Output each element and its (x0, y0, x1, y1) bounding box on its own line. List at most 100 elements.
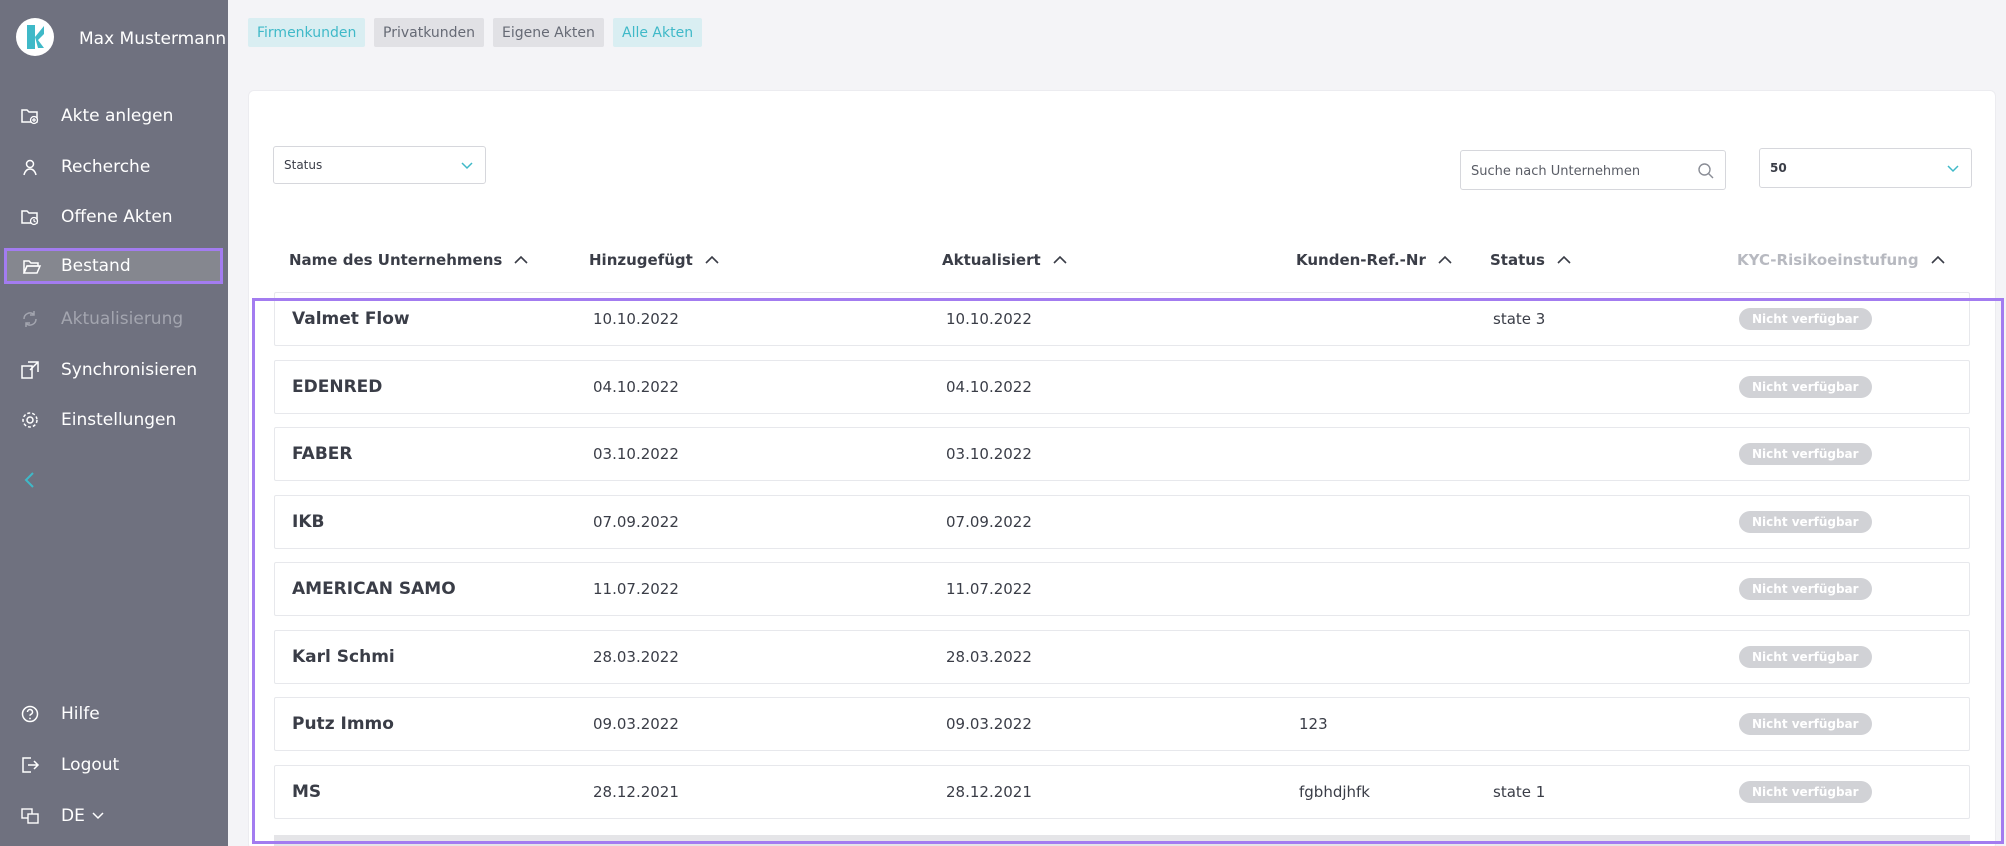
updated-date: 07.09.2022 (946, 513, 1032, 531)
sidebar-item-update: Aktualisierung (0, 299, 228, 339)
kyc-badge: Nicht verfügbar (1739, 781, 1872, 803)
app-logo-icon[interactable] (16, 18, 54, 56)
added-date: 28.03.2022 (593, 648, 679, 666)
help-icon (21, 705, 39, 723)
refresh-icon (23, 311, 37, 327)
table-row[interactable]: IKB 07.09.2022 07.09.2022 Nicht verfügba… (274, 495, 1970, 549)
kyc-badge: Nicht verfügbar (1739, 578, 1872, 600)
logout-icon (22, 757, 40, 773)
column-header-kyc[interactable]: KYC-Risikoeinstufung (1737, 251, 1945, 269)
folder-add-icon (21, 109, 39, 125)
sidebar-item-research[interactable]: Recherche (0, 147, 228, 187)
search-icon[interactable] (1697, 162, 1715, 180)
brand (16, 18, 54, 56)
table-row[interactable]: MS 28.12.2021 28.12.2021 fgbhdjhfk state… (274, 765, 1970, 819)
column-header-status[interactable]: Status (1490, 251, 1571, 269)
status-value: state 3 (1493, 310, 1546, 328)
sidebar: Max Mustermann Akte anlegen Recherche Of… (0, 0, 228, 846)
kyc-badge: Nicht verfügbar (1739, 376, 1872, 398)
page-size-select[interactable]: 50 (1759, 148, 1972, 188)
added-date: 04.10.2022 (593, 378, 679, 396)
added-date: 28.12.2021 (593, 783, 679, 801)
updated-date: 03.10.2022 (946, 445, 1032, 463)
sidebar-item-help[interactable]: Hilfe (0, 694, 228, 734)
language-selector[interactable]: DE (0, 796, 228, 836)
reference-number: 123 (1299, 715, 1328, 733)
page-size-value: 50 (1770, 161, 1787, 175)
chevron-up-icon (1438, 255, 1452, 264)
updated-date: 09.03.2022 (946, 715, 1032, 733)
horizontal-scrollbar[interactable] (274, 835, 1970, 846)
sidebar-item-create[interactable]: Akte anlegen (0, 96, 228, 136)
language-icon (21, 808, 39, 824)
kyc-badge: Nicht verfügbar (1739, 443, 1872, 465)
sidebar-item-label: Logout (61, 755, 120, 775)
chevron-up-icon (514, 255, 528, 264)
sync-icon (21, 361, 39, 379)
filter-all[interactable]: Alle Akten (613, 18, 703, 47)
updated-date: 04.10.2022 (946, 378, 1032, 396)
sidebar-item-label: Aktualisierung (61, 309, 184, 329)
chevron-left-icon[interactable] (20, 470, 40, 490)
sidebar-item-sync[interactable]: Synchronisieren (0, 350, 228, 390)
kyc-badge: Nicht verfügbar (1739, 308, 1872, 330)
sidebar-item-label: Hilfe (61, 704, 100, 724)
sidebar-item-open[interactable]: Offene Akten (0, 197, 228, 237)
sidebar-item-stock[interactable]: Bestand (4, 248, 223, 284)
column-header-updated[interactable]: Aktualisiert (942, 251, 1067, 269)
company-name: IKB (292, 512, 325, 532)
column-header-added[interactable]: Hinzugefügt (589, 251, 719, 269)
company-name: Putz Immo (292, 714, 394, 734)
company-name: EDENRED (292, 377, 383, 397)
search-input[interactable] (1471, 161, 1691, 181)
status-value: state 1 (1493, 783, 1546, 801)
column-header-name[interactable]: Name des Unternehmens (289, 251, 528, 269)
sidebar-item-settings[interactable]: Einstellungen (0, 400, 228, 440)
added-date: 11.07.2022 (593, 580, 679, 598)
status-select-value: Status (284, 158, 323, 172)
kyc-badge: Nicht verfügbar (1739, 646, 1872, 668)
sidebar-item-label: Akte anlegen (61, 106, 174, 126)
search-field[interactable] (1460, 150, 1726, 190)
gear-icon (22, 412, 38, 428)
updated-date: 28.03.2022 (946, 648, 1032, 666)
chevron-down-icon (461, 162, 473, 170)
filter-private[interactable]: Privatkunden (374, 18, 484, 47)
kyc-badge: Nicht verfügbar (1739, 713, 1872, 735)
folder-open-icon (22, 260, 42, 274)
status-select[interactable]: Status (273, 146, 486, 184)
sidebar-item-label: Einstellungen (61, 410, 177, 430)
added-date: 03.10.2022 (593, 445, 679, 463)
sidebar-item-logout[interactable]: Logout (0, 745, 228, 785)
chevron-up-icon (705, 255, 719, 264)
reference-number: fgbhdjhfk (1299, 783, 1370, 801)
chevron-up-icon (1557, 255, 1571, 264)
column-label: Status (1490, 251, 1545, 269)
table-row[interactable]: FABER 03.10.2022 03.10.2022 Nicht verfüg… (274, 427, 1970, 481)
chevron-up-icon (1053, 255, 1067, 264)
sidebar-item-label: Recherche (61, 157, 151, 177)
updated-date: 10.10.2022 (946, 310, 1032, 328)
chevron-down-icon (1947, 165, 1959, 173)
column-label: Hinzugefügt (589, 251, 693, 269)
added-date: 10.10.2022 (593, 310, 679, 328)
column-header-ref[interactable]: Kunden-Ref.-Nr (1296, 251, 1452, 269)
filter-business[interactable]: Firmenkunden (248, 18, 366, 47)
table-row[interactable]: Valmet Flow 10.10.2022 10.10.2022 state … (274, 292, 1970, 346)
table-row[interactable]: Karl Schmi 28.03.2022 28.03.2022 Nicht v… (274, 630, 1970, 684)
filter-own[interactable]: Eigene Akten (493, 18, 604, 47)
column-label: Kunden-Ref.-Nr (1296, 251, 1426, 269)
company-name: FABER (292, 444, 353, 464)
company-name: Valmet Flow (292, 309, 410, 329)
added-date: 07.09.2022 (593, 513, 679, 531)
table-row[interactable]: AMERICAN SAMO 11.07.2022 11.07.2022 Nich… (274, 562, 1970, 616)
updated-date: 11.07.2022 (946, 580, 1032, 598)
chevron-down-icon (92, 812, 104, 820)
table-row[interactable]: EDENRED 04.10.2022 04.10.2022 Nicht verf… (274, 360, 1970, 414)
language-label: DE (61, 806, 85, 826)
table-row[interactable]: Putz Immo 09.03.2022 09.03.2022 123 Nich… (274, 697, 1970, 751)
column-label: Aktualisiert (942, 251, 1041, 269)
sidebar-item-label: Offene Akten (61, 207, 173, 227)
sidebar-item-label: Bestand (61, 256, 131, 276)
user-name: Max Mustermann (79, 29, 227, 49)
